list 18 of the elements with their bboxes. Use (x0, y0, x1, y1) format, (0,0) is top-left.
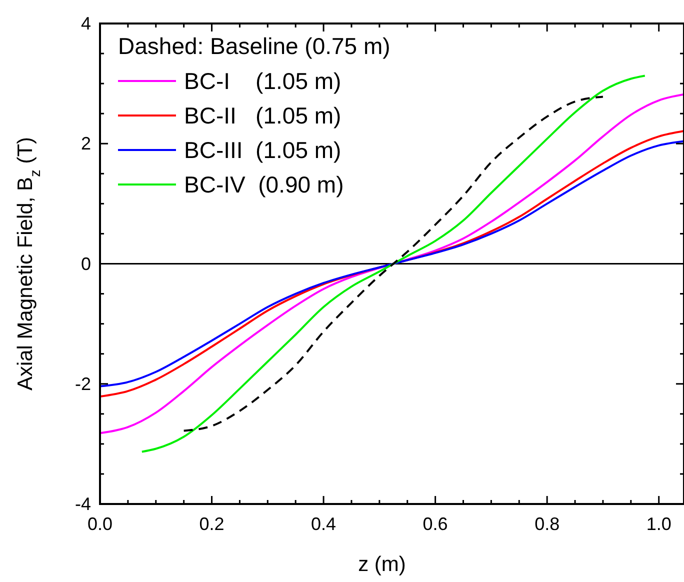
legend-label: BC-IV (0.90 m) (184, 172, 344, 198)
y-tick-label: 4 (80, 14, 91, 34)
x-tick-label: 0.2 (199, 514, 224, 534)
legend-label: BC-III (1.05 m) (184, 137, 342, 163)
x-tick-label: 0.6 (422, 514, 448, 534)
x-tick-label: 1.0 (646, 514, 672, 534)
x-tick-label: 0.4 (311, 514, 336, 534)
x-tick-label: 0.8 (534, 514, 560, 534)
x-tick-label: 0.0 (87, 514, 113, 534)
y-tick-label: -2 (74, 374, 91, 394)
x-axis-title: z (m) (358, 553, 406, 576)
legend-title: Dashed: Baseline (0.75 m) (118, 33, 390, 59)
y-tick-label: -4 (74, 494, 91, 514)
legend-label: BC-II (1.05 m) (184, 102, 342, 128)
y-tick-label: 2 (80, 134, 91, 154)
y-tick-label: 0 (80, 254, 91, 274)
line-series (100, 93, 684, 434)
legend-label: BC-I (1.05 m) (184, 68, 342, 94)
